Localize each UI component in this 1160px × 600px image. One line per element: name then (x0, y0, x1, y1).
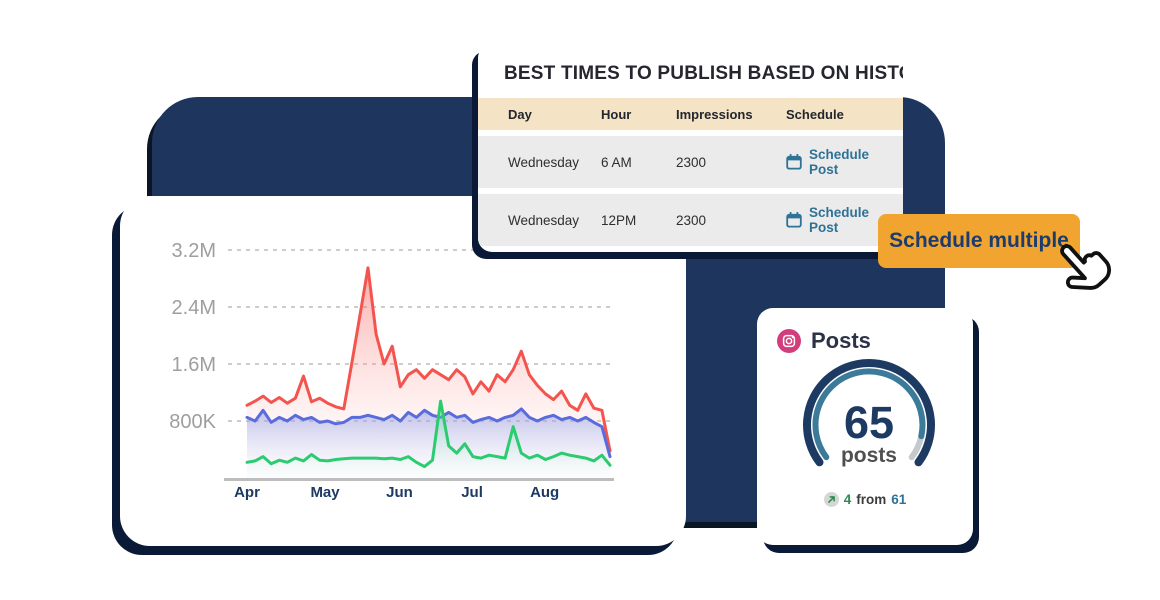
posts-gauge (803, 358, 935, 467)
col-impressions: Impressions (676, 106, 753, 122)
cell-hour: 6 AM (601, 154, 632, 170)
best-times-title: BEST TIMES TO PUBLISH BASED ON HISTORICA… (504, 63, 903, 84)
col-hour: Hour (601, 106, 632, 122)
calendar-icon (786, 154, 802, 170)
x-axis-month-label: Jun (386, 484, 413, 501)
x-axis-month-label: Aug (530, 484, 559, 501)
x-axis-month-label: Jul (461, 484, 483, 501)
schedule-multiple-button[interactable]: Schedule multiple (878, 214, 1080, 268)
x-axis-month-label: Apr (234, 484, 260, 501)
table-row: Wednesday 12PM 2300 Schedule Post (478, 194, 903, 246)
schedule-post-label: Schedule Post (809, 147, 870, 177)
x-axis-month-label: May (310, 484, 340, 501)
calendar-icon (786, 212, 802, 228)
cell-hour: 12PM (601, 212, 637, 228)
y-axis-tick-label: 2.4M (172, 297, 216, 319)
posts-count: 65 (843, 397, 895, 448)
delta-value: 4 (843, 492, 852, 507)
posts-card: Posts 65 posts 4 from 61 (757, 308, 973, 545)
impressions-chart-card: 3.2M 2.4M 1.6M 800K Apr May Jun Jul Aug (120, 196, 686, 546)
cell-impressions: 2300 (676, 212, 707, 228)
best-times-card: BEST TIMES TO PUBLISH BASED ON HISTORICA… (478, 44, 903, 252)
cell-day: Wednesday (508, 154, 580, 170)
cell-impressions: 2300 (676, 154, 707, 170)
green-series-line (245, 399, 612, 469)
area-chart: 3.2M 2.4M 1.6M 800K Apr May Jun Jul Aug (169, 240, 614, 501)
y-axis-tick-label: 1.6M (172, 354, 216, 376)
instagram-icon (777, 329, 801, 353)
red-series-line (245, 266, 612, 453)
cell-day: Wednesday (508, 212, 580, 228)
blue-series-line (245, 407, 612, 459)
gauge-outer-arc (803, 358, 935, 467)
delta-word: from (856, 492, 887, 507)
posts-delta: 4 from 61 (757, 492, 973, 507)
posts-card-title: Posts (811, 328, 871, 353)
schedule-post-button[interactable]: Schedule Post (786, 205, 893, 235)
y-axis-tick-label: 800K (169, 411, 216, 433)
gauge-progress-arc (812, 368, 926, 461)
green-series-area (247, 401, 610, 478)
trend-up-icon (823, 492, 839, 507)
schedule-post-button[interactable]: Schedule Post (786, 147, 893, 177)
previous-value: 61 (891, 492, 907, 507)
y-axis-tick-label: 3.2M (172, 240, 216, 262)
posts-unit-label: posts (840, 444, 897, 467)
col-day: Day (508, 106, 532, 122)
table-header-row: Day Hour Impressions Schedule (478, 98, 903, 130)
col-schedule: Schedule (786, 106, 844, 122)
schedule-post-label: Schedule Post (809, 205, 870, 235)
table-row: Wednesday 6 AM 2300 Schedule Post (478, 136, 903, 188)
